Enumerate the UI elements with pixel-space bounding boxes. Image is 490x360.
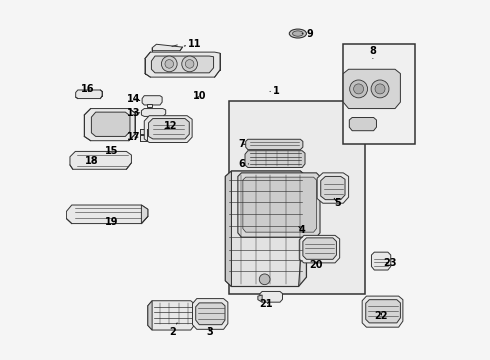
Text: 12: 12 bbox=[164, 121, 177, 131]
Polygon shape bbox=[92, 112, 130, 136]
Polygon shape bbox=[225, 171, 231, 287]
Polygon shape bbox=[371, 252, 391, 270]
Circle shape bbox=[350, 80, 368, 98]
Polygon shape bbox=[317, 173, 348, 203]
Circle shape bbox=[375, 84, 385, 94]
Text: 17: 17 bbox=[127, 132, 140, 142]
Polygon shape bbox=[148, 301, 195, 330]
Text: 11: 11 bbox=[184, 39, 202, 49]
Text: 3: 3 bbox=[206, 327, 213, 337]
Circle shape bbox=[161, 56, 177, 72]
Polygon shape bbox=[84, 109, 135, 141]
Polygon shape bbox=[193, 298, 228, 329]
Polygon shape bbox=[299, 235, 340, 263]
Bar bbox=[343, 44, 415, 144]
Text: 13: 13 bbox=[127, 108, 140, 118]
Polygon shape bbox=[258, 295, 262, 302]
Text: 15: 15 bbox=[105, 146, 119, 156]
Text: 14: 14 bbox=[127, 94, 140, 104]
Ellipse shape bbox=[293, 31, 303, 36]
Polygon shape bbox=[140, 129, 147, 134]
Polygon shape bbox=[362, 296, 403, 327]
Text: 7: 7 bbox=[239, 139, 245, 149]
Circle shape bbox=[354, 84, 364, 94]
Polygon shape bbox=[260, 292, 283, 302]
Polygon shape bbox=[75, 90, 102, 99]
Polygon shape bbox=[366, 300, 400, 323]
Text: 10: 10 bbox=[193, 91, 207, 101]
Polygon shape bbox=[142, 96, 162, 105]
Circle shape bbox=[185, 60, 194, 68]
Polygon shape bbox=[225, 171, 306, 287]
Polygon shape bbox=[243, 177, 317, 232]
Text: 9: 9 bbox=[302, 28, 314, 39]
Polygon shape bbox=[349, 117, 376, 131]
Polygon shape bbox=[303, 238, 337, 259]
Text: 19: 19 bbox=[105, 217, 119, 227]
Polygon shape bbox=[148, 118, 189, 139]
Polygon shape bbox=[245, 139, 303, 150]
Text: 2: 2 bbox=[170, 323, 177, 337]
Text: 8: 8 bbox=[369, 46, 376, 59]
Polygon shape bbox=[196, 303, 225, 325]
Polygon shape bbox=[238, 173, 320, 237]
Bar bbox=[229, 102, 365, 294]
Text: 5: 5 bbox=[334, 198, 341, 208]
Polygon shape bbox=[66, 205, 148, 224]
Ellipse shape bbox=[289, 29, 306, 38]
Polygon shape bbox=[142, 109, 166, 116]
Text: 4: 4 bbox=[299, 225, 306, 235]
Circle shape bbox=[259, 274, 270, 285]
Polygon shape bbox=[142, 205, 148, 224]
Polygon shape bbox=[343, 69, 400, 109]
Text: 18: 18 bbox=[85, 157, 99, 166]
Polygon shape bbox=[147, 104, 152, 107]
Polygon shape bbox=[144, 116, 192, 143]
Circle shape bbox=[182, 56, 197, 72]
Polygon shape bbox=[70, 152, 131, 169]
Polygon shape bbox=[231, 171, 306, 287]
Text: 21: 21 bbox=[260, 299, 273, 309]
Circle shape bbox=[165, 60, 173, 68]
Polygon shape bbox=[152, 44, 182, 51]
Polygon shape bbox=[321, 176, 345, 200]
Text: 22: 22 bbox=[375, 311, 388, 321]
Polygon shape bbox=[140, 135, 147, 141]
Polygon shape bbox=[245, 151, 305, 167]
Text: 1: 1 bbox=[270, 86, 280, 96]
Circle shape bbox=[371, 80, 389, 98]
Polygon shape bbox=[148, 301, 152, 330]
Text: 6: 6 bbox=[239, 159, 248, 169]
Text: 23: 23 bbox=[383, 258, 396, 268]
Polygon shape bbox=[145, 52, 220, 77]
Polygon shape bbox=[151, 56, 214, 73]
Text: 20: 20 bbox=[310, 260, 323, 270]
Text: 16: 16 bbox=[81, 84, 95, 94]
